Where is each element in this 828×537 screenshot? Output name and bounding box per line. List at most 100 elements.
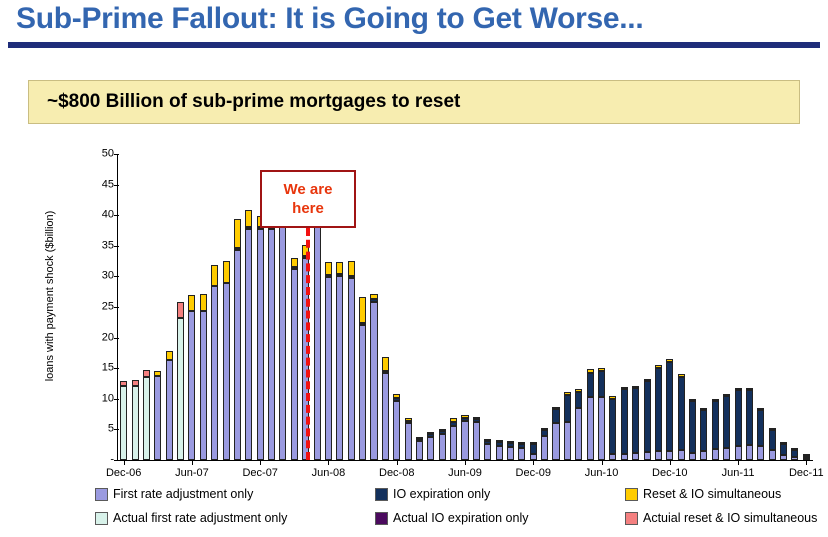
bar-segment (575, 389, 583, 393)
bar (245, 210, 253, 460)
y-tick-mark (114, 215, 119, 217)
y-tick-label: 25 (101, 300, 114, 313)
bar-segment (336, 273, 344, 277)
bar-segment (245, 210, 253, 228)
bar-segment (154, 371, 162, 377)
bar (142, 370, 150, 460)
bar-segment (450, 425, 458, 460)
y-tick-mark (114, 429, 119, 431)
bar-segment (336, 276, 344, 460)
legend-swatch (375, 487, 388, 501)
bar-segment (791, 449, 799, 458)
bar-segment (438, 429, 446, 432)
y-tick-label: 20 (101, 331, 114, 344)
bar-segment (700, 409, 708, 452)
x-tick-mark (601, 460, 603, 465)
legend-item[interactable]: Actual IO expiration only (375, 511, 529, 525)
x-tick-mark (669, 460, 671, 465)
legend-item[interactable]: First rate adjustment only (95, 487, 253, 501)
bar (745, 388, 753, 460)
legend-item[interactable]: Reset & IO simultaneous (625, 487, 781, 501)
bar (324, 261, 332, 460)
bar-segment (165, 351, 173, 360)
bar (165, 351, 173, 460)
legend-swatch (625, 511, 638, 525)
bar-segment (802, 456, 810, 458)
bar-segment (472, 422, 480, 460)
x-tick-label: Jun-08 (311, 467, 346, 479)
bar-segment (120, 385, 128, 460)
bar (199, 293, 207, 460)
x-tick-label: Dec-07 (242, 467, 278, 479)
bar-segment (370, 299, 378, 302)
bar-segment (461, 415, 469, 419)
bar-segment (211, 286, 219, 460)
bar-segment (404, 423, 412, 460)
x-tick-mark (465, 460, 466, 465)
highlight-banner: ~$800 Billion of sub-prime mortgages to … (28, 80, 800, 124)
bar (575, 389, 583, 460)
bar-segment (780, 443, 788, 456)
bar-segment (575, 392, 583, 408)
legend-swatch (95, 487, 108, 501)
y-tick-label: 30 (101, 269, 114, 282)
bar-segment (541, 429, 549, 436)
bar (347, 260, 355, 460)
bar-segment (188, 295, 196, 312)
bar-segment (120, 381, 128, 386)
bar (791, 447, 799, 460)
bar-segment (233, 247, 241, 250)
bar-segment (666, 450, 674, 460)
bar-segment (279, 212, 287, 460)
bar (711, 398, 719, 460)
bar-segment (461, 421, 469, 460)
legend-item[interactable]: IO expiration only (375, 487, 490, 501)
callout-line-2: here (292, 200, 324, 217)
y-tick-mark (114, 184, 119, 186)
legend-swatch (625, 487, 638, 501)
bar-segment (165, 359, 173, 460)
bar-segment (518, 441, 526, 444)
y-tick-mark (114, 245, 119, 247)
bar (393, 393, 401, 460)
bar-segment (347, 278, 355, 460)
bar (802, 454, 810, 460)
bar-segment (654, 364, 662, 368)
bar-segment (586, 396, 594, 460)
bar (131, 379, 139, 460)
bar-segment (689, 398, 697, 401)
y-tick-label: 5 (107, 422, 114, 435)
legend-item[interactable]: Actuial reset & IO simultaneous (625, 511, 817, 525)
bar-segment (745, 390, 753, 446)
bar (472, 416, 480, 460)
bar-segment (495, 445, 503, 460)
x-tick-label: Jun-11 (721, 467, 755, 479)
bar-segment (757, 409, 765, 447)
bar (211, 264, 219, 460)
bar-segment (723, 447, 731, 460)
bar-segment (632, 452, 640, 460)
bar (290, 258, 298, 460)
bar (177, 302, 185, 460)
bar (279, 198, 287, 460)
bar-segment (359, 325, 367, 460)
legend-swatch (95, 511, 108, 525)
bar-segment (461, 418, 469, 422)
bar-segment (802, 454, 810, 456)
bar-segment (780, 441, 788, 444)
legend-item[interactable]: Actual first rate adjustment only (95, 511, 287, 525)
chart-container: loans with payment shock ($billion) - 5 10… (0, 140, 828, 537)
chart-legend: First rate adjustment only IO expiration … (0, 487, 828, 537)
y-tick-mark (114, 337, 119, 339)
bar-segment (154, 376, 162, 460)
y-tick-mark (114, 398, 119, 400)
bar-segment (757, 446, 765, 460)
bar-segment (768, 430, 776, 451)
bar (120, 381, 128, 460)
bar-segment (438, 431, 446, 434)
bar (506, 441, 515, 460)
bar-segment (142, 376, 150, 460)
bar-segment (484, 443, 492, 460)
bar-segment (768, 450, 776, 460)
bar-segment (347, 275, 355, 279)
